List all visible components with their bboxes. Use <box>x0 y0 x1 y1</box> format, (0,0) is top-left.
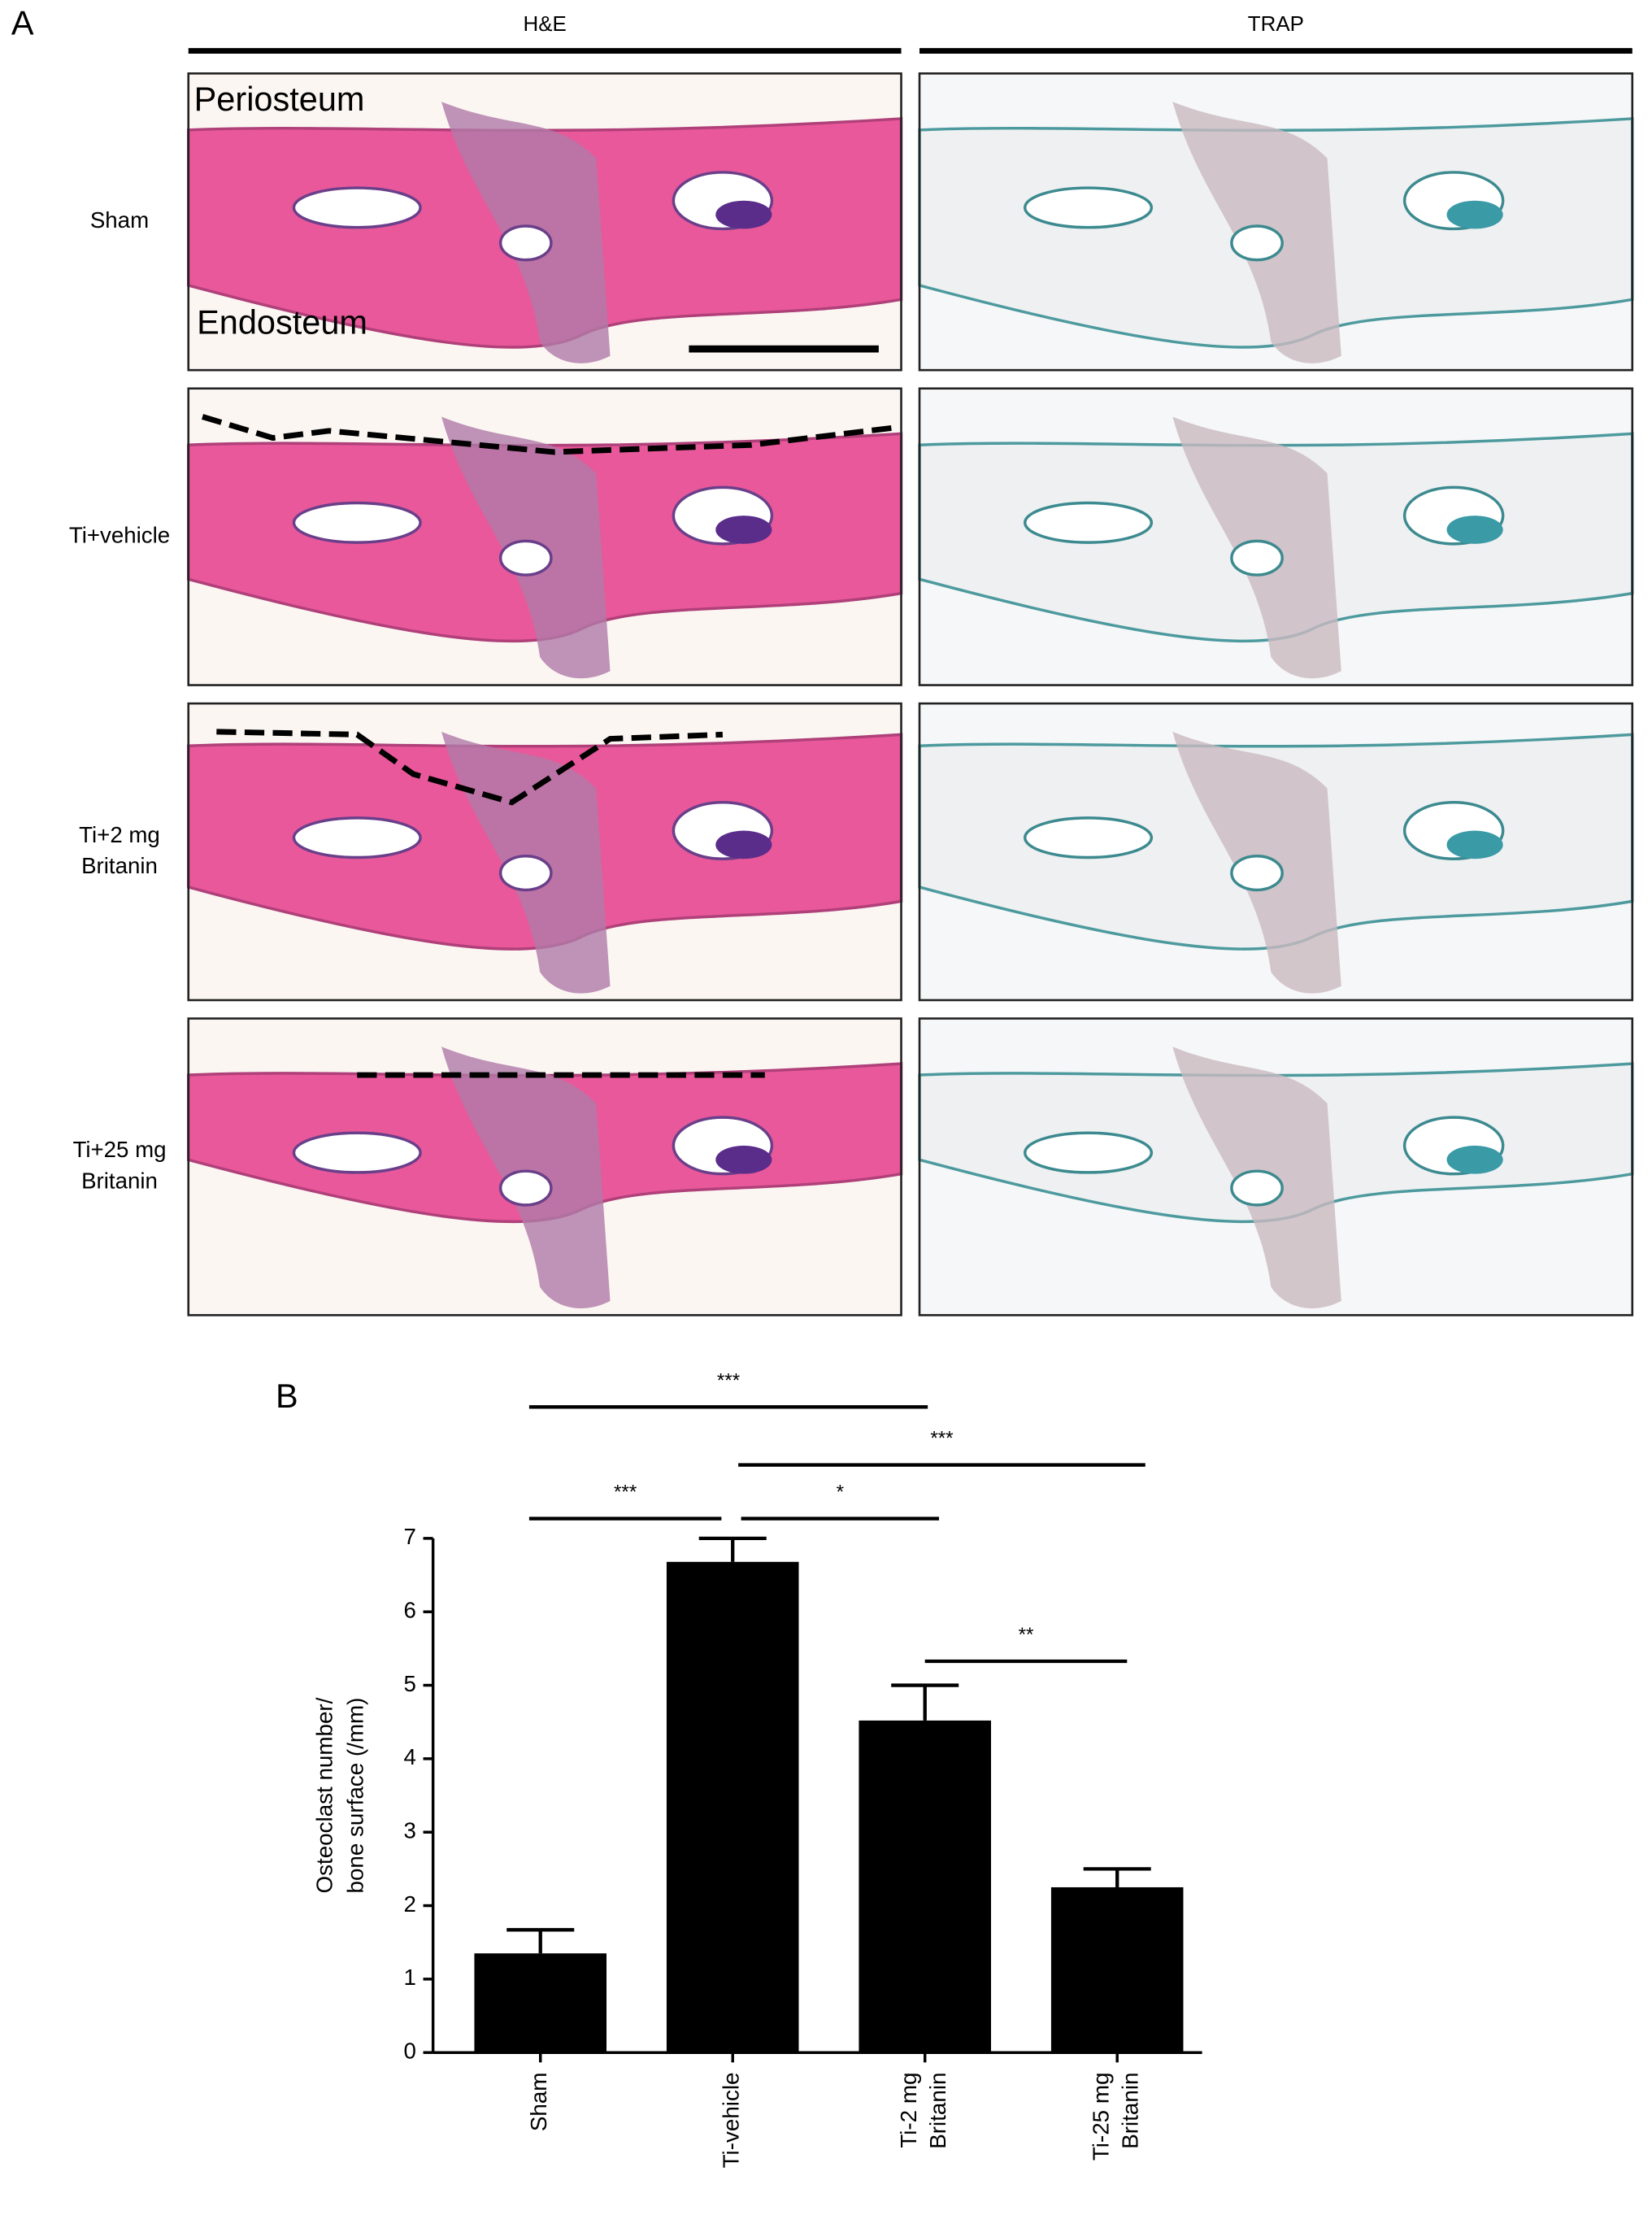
y-tick-label: 7 <box>404 1524 416 1549</box>
y-tick-label: 2 <box>404 1891 416 1917</box>
x-tick-label: Ti-2 mg <box>896 2073 921 2148</box>
row-label: Ti+vehicle <box>69 522 170 547</box>
bar <box>666 1561 799 2053</box>
cell-cluster <box>1446 1145 1503 1174</box>
row-label: Ti+2 mg <box>79 822 160 847</box>
vessel <box>1230 1169 1284 1207</box>
significance-label: *** <box>930 1428 954 1450</box>
row-label: Britanin <box>81 853 158 878</box>
significance-label: ** <box>1019 1624 1034 1646</box>
significance-label: *** <box>614 1482 637 1504</box>
y-tick-label: 6 <box>404 1597 416 1622</box>
x-tick-label: Ti-vehicle <box>719 2073 744 2169</box>
vessel <box>292 501 422 544</box>
bar <box>474 1953 607 2053</box>
cell-cluster <box>1446 516 1503 544</box>
row-label: Sham <box>90 207 149 233</box>
image-frame <box>918 387 1634 686</box>
image-frame <box>918 1017 1634 1316</box>
image-frame <box>918 72 1634 372</box>
image-frame <box>187 1017 902 1316</box>
micrograph <box>187 387 903 686</box>
vessel <box>292 186 422 229</box>
vessel <box>1230 855 1284 892</box>
image-frame <box>918 702 1634 1002</box>
x-tick-label: Britanin <box>925 2073 950 2149</box>
micrograph <box>918 1017 1634 1316</box>
y-tick-label: 1 <box>404 1965 416 1990</box>
dashed-boundary <box>216 729 724 806</box>
image-frame <box>187 387 902 686</box>
panel-label: B <box>276 1377 298 1415</box>
micrograph <box>918 72 1634 372</box>
cell-cluster <box>715 516 772 544</box>
column-header: H&E <box>523 11 566 36</box>
y-tick-label: 4 <box>404 1744 416 1769</box>
vessel <box>1023 1131 1154 1174</box>
vessel <box>1023 186 1154 229</box>
row-label: Britanin <box>81 1168 158 1193</box>
x-tick-label: Britanin <box>1118 2073 1143 2149</box>
vessel <box>292 816 422 859</box>
image-frame <box>187 702 902 1002</box>
x-tick-label: Sham <box>526 2073 551 2132</box>
inset-label: Periosteum <box>194 80 365 118</box>
vessel <box>1023 501 1154 544</box>
vessel <box>498 1169 553 1207</box>
significance-label: * <box>837 1482 845 1504</box>
bar <box>859 1720 991 2053</box>
vessel <box>1230 224 1284 262</box>
significance-label: *** <box>717 1369 741 1391</box>
row-label: Ti+25 mg <box>72 1137 166 1162</box>
x-tick-label: Ti-25 mg <box>1088 2073 1113 2161</box>
y-tick-label: 3 <box>404 1817 416 1843</box>
cell-cluster <box>715 200 772 229</box>
bar <box>1050 1886 1184 2053</box>
panel-label: A <box>11 3 34 41</box>
micrograph: Periosteum Endosteum <box>187 72 903 372</box>
vessel <box>498 224 553 262</box>
image-frame <box>187 72 902 372</box>
micrograph <box>918 387 1634 686</box>
column-header: TRAP <box>1248 11 1304 36</box>
vessel <box>292 1131 422 1174</box>
micrograph <box>918 702 1634 1002</box>
y-tick-label: 5 <box>404 1671 416 1696</box>
vessel <box>498 539 553 577</box>
inset-label: Endosteum <box>197 302 367 341</box>
y-tick-label: 0 <box>404 2039 416 2064</box>
micrograph <box>187 702 903 1002</box>
cell-cluster <box>715 1145 772 1174</box>
micrograph <box>187 1017 903 1316</box>
vessel <box>1023 816 1154 859</box>
dashed-boundary <box>202 414 892 455</box>
cell-cluster <box>1446 200 1503 229</box>
cell-cluster <box>1446 830 1503 859</box>
vessel <box>498 855 553 892</box>
vessel <box>1230 539 1284 577</box>
y-axis-label: bone surface (/mm) <box>343 1698 368 1894</box>
cell-cluster <box>715 830 772 859</box>
y-axis-label: Osteoclast number/ <box>312 1697 337 1893</box>
